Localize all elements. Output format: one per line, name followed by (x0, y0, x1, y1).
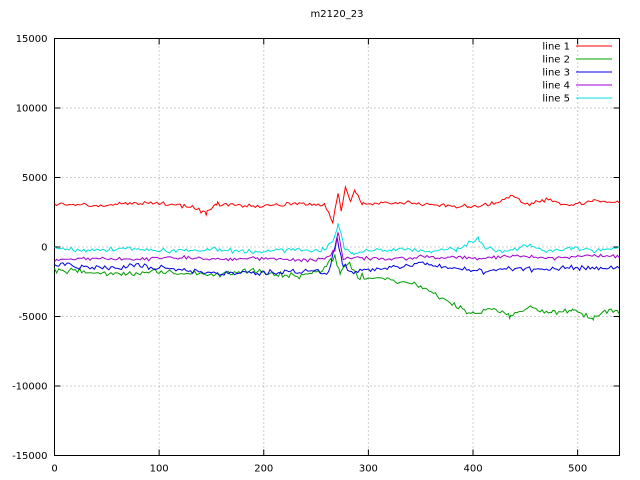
series-line-5 (54, 223, 620, 256)
legend-label: line 5 (542, 94, 570, 105)
chart-title: m2120_23 (310, 9, 364, 20)
y-tick-label: 15000 (16, 34, 48, 45)
series-line-4 (54, 232, 620, 263)
y-tick-label: -15000 (12, 451, 47, 462)
x-tick-label: 400 (463, 464, 482, 475)
x-tick-label: 100 (150, 464, 169, 475)
series-line-2 (54, 253, 620, 322)
y-tick-label: 10000 (16, 104, 48, 115)
x-tick-label: 500 (568, 464, 587, 475)
y-tick-label: 0 (41, 243, 47, 254)
x-tick-label: 300 (359, 464, 378, 475)
y-tick-label: -10000 (12, 382, 47, 393)
series-line-1 (54, 185, 620, 225)
legend-label: line 1 (542, 42, 570, 53)
legend-label: line 3 (542, 68, 570, 79)
x-tick-label: 200 (254, 464, 273, 475)
legend-label: line 4 (542, 81, 570, 92)
y-tick-label: -5000 (18, 312, 47, 323)
series-line-3 (54, 236, 620, 277)
legend-label: line 2 (542, 55, 570, 66)
y-tick-label: 5000 (22, 173, 47, 184)
x-tick-label: 0 (51, 464, 57, 475)
